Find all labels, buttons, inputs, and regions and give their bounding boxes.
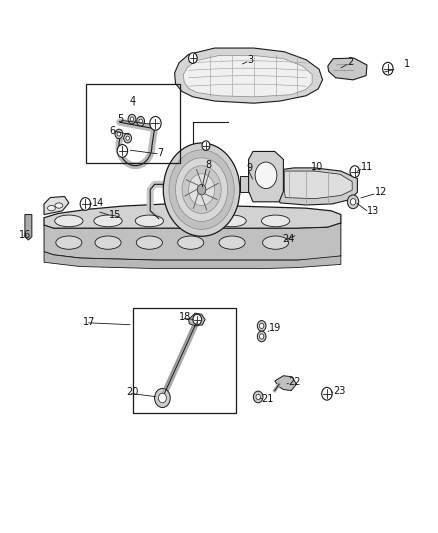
Text: 12: 12 bbox=[375, 187, 387, 197]
Circle shape bbox=[188, 53, 197, 63]
Polygon shape bbox=[284, 171, 352, 199]
Text: 24: 24 bbox=[282, 235, 294, 245]
Text: 2: 2 bbox=[347, 57, 353, 67]
Circle shape bbox=[117, 144, 127, 157]
Text: 13: 13 bbox=[367, 206, 379, 216]
Circle shape bbox=[159, 393, 166, 403]
Text: 4: 4 bbox=[130, 96, 136, 106]
Text: 18: 18 bbox=[179, 312, 191, 322]
Text: 6: 6 bbox=[110, 126, 116, 136]
Circle shape bbox=[130, 117, 134, 121]
Text: 16: 16 bbox=[19, 230, 31, 240]
Polygon shape bbox=[184, 55, 312, 97]
Text: 1: 1 bbox=[404, 59, 410, 69]
Text: 3: 3 bbox=[247, 55, 254, 64]
Circle shape bbox=[169, 150, 234, 229]
Circle shape bbox=[383, 62, 393, 75]
Bar bbox=[133, 308, 237, 413]
Polygon shape bbox=[44, 197, 69, 215]
Circle shape bbox=[163, 143, 240, 236]
Text: 23: 23 bbox=[333, 385, 346, 395]
Polygon shape bbox=[188, 313, 205, 326]
Circle shape bbox=[155, 389, 170, 408]
Circle shape bbox=[176, 158, 228, 221]
Circle shape bbox=[137, 116, 145, 126]
Polygon shape bbox=[25, 215, 32, 240]
Ellipse shape bbox=[218, 215, 246, 227]
Circle shape bbox=[322, 387, 332, 400]
Circle shape bbox=[202, 141, 210, 150]
Circle shape bbox=[257, 331, 266, 342]
Text: 19: 19 bbox=[268, 323, 281, 333]
Polygon shape bbox=[44, 204, 341, 228]
Text: 11: 11 bbox=[361, 162, 373, 172]
Circle shape bbox=[350, 199, 356, 205]
Circle shape bbox=[182, 166, 221, 214]
Circle shape bbox=[347, 195, 359, 209]
Polygon shape bbox=[275, 376, 297, 391]
Text: 7: 7 bbox=[157, 148, 163, 158]
Circle shape bbox=[253, 391, 263, 403]
Circle shape bbox=[259, 334, 264, 339]
Circle shape bbox=[193, 314, 201, 325]
Circle shape bbox=[350, 166, 360, 177]
Circle shape bbox=[124, 133, 131, 143]
Ellipse shape bbox=[262, 236, 289, 249]
Polygon shape bbox=[278, 168, 357, 205]
Polygon shape bbox=[44, 252, 341, 269]
Text: 21: 21 bbox=[261, 394, 274, 404]
Polygon shape bbox=[175, 48, 322, 103]
Text: 8: 8 bbox=[205, 160, 211, 170]
Circle shape bbox=[188, 174, 215, 206]
Ellipse shape bbox=[135, 215, 163, 227]
Circle shape bbox=[197, 184, 206, 195]
Text: 15: 15 bbox=[109, 209, 121, 220]
Ellipse shape bbox=[47, 206, 55, 211]
Ellipse shape bbox=[178, 236, 204, 249]
Circle shape bbox=[126, 136, 129, 140]
Circle shape bbox=[259, 323, 264, 328]
Ellipse shape bbox=[261, 215, 290, 227]
Text: 14: 14 bbox=[92, 198, 104, 208]
Circle shape bbox=[257, 320, 266, 331]
Text: 17: 17 bbox=[83, 317, 95, 327]
Circle shape bbox=[117, 132, 120, 136]
Ellipse shape bbox=[177, 215, 205, 227]
Text: 22: 22 bbox=[289, 377, 301, 387]
Circle shape bbox=[80, 198, 91, 211]
Ellipse shape bbox=[94, 215, 122, 227]
Ellipse shape bbox=[56, 236, 82, 249]
Ellipse shape bbox=[219, 236, 245, 249]
Bar bbox=[86, 84, 180, 163]
Circle shape bbox=[256, 394, 260, 400]
Circle shape bbox=[128, 114, 136, 124]
Ellipse shape bbox=[55, 203, 63, 208]
Circle shape bbox=[115, 129, 123, 139]
Polygon shape bbox=[44, 223, 341, 260]
Polygon shape bbox=[328, 58, 367, 80]
Text: 9: 9 bbox=[246, 163, 252, 173]
Ellipse shape bbox=[55, 215, 83, 227]
Circle shape bbox=[150, 116, 161, 130]
Circle shape bbox=[255, 162, 277, 189]
Ellipse shape bbox=[136, 236, 162, 249]
Ellipse shape bbox=[95, 236, 121, 249]
Text: 20: 20 bbox=[126, 387, 138, 397]
Text: 5: 5 bbox=[117, 114, 123, 124]
Text: 10: 10 bbox=[311, 162, 324, 172]
Circle shape bbox=[139, 119, 142, 123]
Polygon shape bbox=[249, 151, 283, 202]
Polygon shape bbox=[240, 176, 249, 192]
